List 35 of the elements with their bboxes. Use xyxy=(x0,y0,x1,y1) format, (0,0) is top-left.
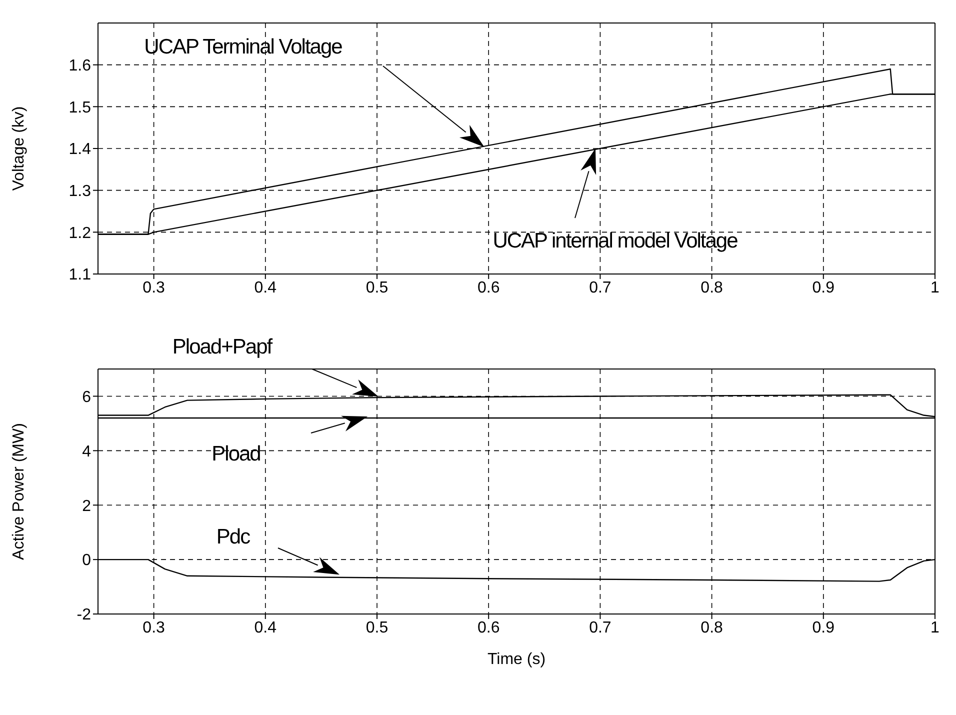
y-tick-label: 0 xyxy=(82,552,92,570)
x-tick-label: 0.3 xyxy=(142,619,166,636)
annotation: UCAP internal model Voltage xyxy=(492,230,738,253)
y-axis-title: Active Power (MW) xyxy=(10,423,28,560)
x-tick-label: 0.5 xyxy=(366,279,388,296)
annotation: UCAP Terminal Voltage xyxy=(144,36,342,59)
x-tick-label: 0.3 xyxy=(142,279,166,296)
y-tick-label: 1.3 xyxy=(68,183,92,200)
x-tick-label: 0.8 xyxy=(700,279,724,296)
y-tick-label: 1.6 xyxy=(68,58,92,75)
y-tick-label: 1.4 xyxy=(68,141,92,158)
y-tick-label: 2 xyxy=(82,498,92,515)
y-axis-title: Voltage (kv) xyxy=(10,106,28,191)
x-tick-label: 0.4 xyxy=(254,619,277,636)
annotation: Pload xyxy=(212,442,261,466)
y-tick-label: -2 xyxy=(76,606,92,624)
x-tick-label: 0.7 xyxy=(589,279,612,296)
y-tick-label: 6 xyxy=(82,388,92,406)
x-tick-label: 0.6 xyxy=(477,619,500,636)
text: Pload+Papf xyxy=(172,336,273,359)
x-tick-label: 1 xyxy=(930,619,940,636)
x-tick-label: 1 xyxy=(930,279,940,296)
x-tick-label: 0.5 xyxy=(366,619,388,636)
y-tick-label: 1.5 xyxy=(68,99,92,116)
x-tick-label: 0.9 xyxy=(812,279,835,296)
x-tick-label: 0.7 xyxy=(589,619,612,636)
annotation: Pdc xyxy=(216,526,250,549)
x-tick-label: 0.8 xyxy=(700,619,724,636)
x-tick-label: 0.6 xyxy=(477,279,500,296)
x-tick-label: 0.9 xyxy=(812,619,835,636)
y-tick-label: 1.1 xyxy=(68,266,92,284)
y-tick-label: 1.2 xyxy=(68,224,92,242)
x-tick-label: 0.4 xyxy=(254,279,277,296)
y-tick-label: 4 xyxy=(82,443,92,460)
x-axis-title: Time (s) xyxy=(487,651,546,668)
